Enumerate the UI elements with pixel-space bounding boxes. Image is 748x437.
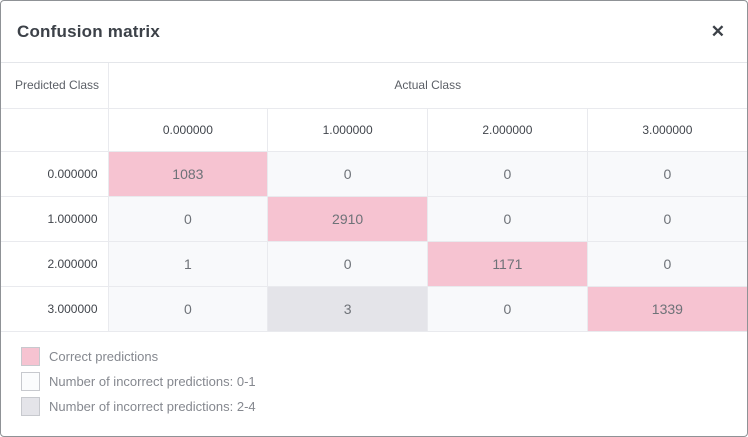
matrix-cell: 0 [586,240,747,287]
column-header-0: 0.000000 [107,107,269,152]
corner-cell [1,107,109,152]
legend-label: Number of incorrect predictions: 0-1 [49,373,256,389]
confusion-matrix-table: Predicted Class Actual Class 0.000000 1.… [1,63,747,332]
matrix-cell: 1339 [586,285,747,332]
matrix-cell: 0 [267,240,428,287]
row-header-1: 1.000000 [1,195,109,242]
matrix-cell: 0 [107,195,269,242]
predicted-class-label: Predicted Class [1,63,109,109]
matrix-cell: 0 [427,285,588,332]
legend: Correct predictions Number of incorrect … [21,346,747,416]
matrix-cell: 0 [107,285,269,332]
legend-swatch-incorrect-mid [21,396,40,416]
legend-swatch-correct [21,346,40,366]
column-header-2: 2.000000 [427,107,588,152]
close-icon[interactable]: ✕ [707,19,729,44]
column-header-row: 0.000000 1.000000 2.000000 3.000000 [1,107,747,152]
matrix-cell: 0 [427,150,588,197]
row-header-3: 3.000000 [1,285,109,332]
legend-item-incorrect-low: Number of incorrect predictions: 0-1 [21,371,747,391]
matrix-cell: 1083 [107,150,269,197]
matrix-cell: 0 [586,150,747,197]
matrix-cell: 1171 [427,240,588,287]
matrix-row-2: 2.000000 1 0 1171 0 [1,240,747,287]
matrix-row-3: 3.000000 0 3 0 1339 [1,285,747,332]
matrix-cell: 2910 [267,195,428,242]
row-header-0: 0.000000 [1,150,109,197]
matrix-cell: 0 [427,195,588,242]
column-header-1: 1.000000 [267,107,428,152]
matrix-cell: 3 [267,285,428,332]
matrix-cell: 0 [586,195,747,242]
dialog-title: Confusion matrix [17,21,160,41]
legend-swatch-incorrect-low [21,371,40,391]
legend-label: Correct predictions [49,348,159,364]
legend-item-correct: Correct predictions [21,346,747,366]
axis-header-row: Predicted Class Actual Class [1,63,747,109]
column-header-3: 3.000000 [586,107,747,152]
matrix-row-0: 0.000000 1083 0 0 0 [1,150,747,197]
legend-item-incorrect-mid: Number of incorrect predictions: 2-4 [21,396,747,416]
legend-label: Number of incorrect predictions: 2-4 [49,398,256,414]
matrix-cell: 0 [267,150,428,197]
row-header-2: 2.000000 [1,240,109,287]
matrix-row-1: 1.000000 0 2910 0 0 [1,195,747,242]
actual-class-label: Actual Class [107,63,747,109]
matrix-cell: 1 [107,240,269,287]
dialog-header: Confusion matrix ✕ [1,1,747,63]
